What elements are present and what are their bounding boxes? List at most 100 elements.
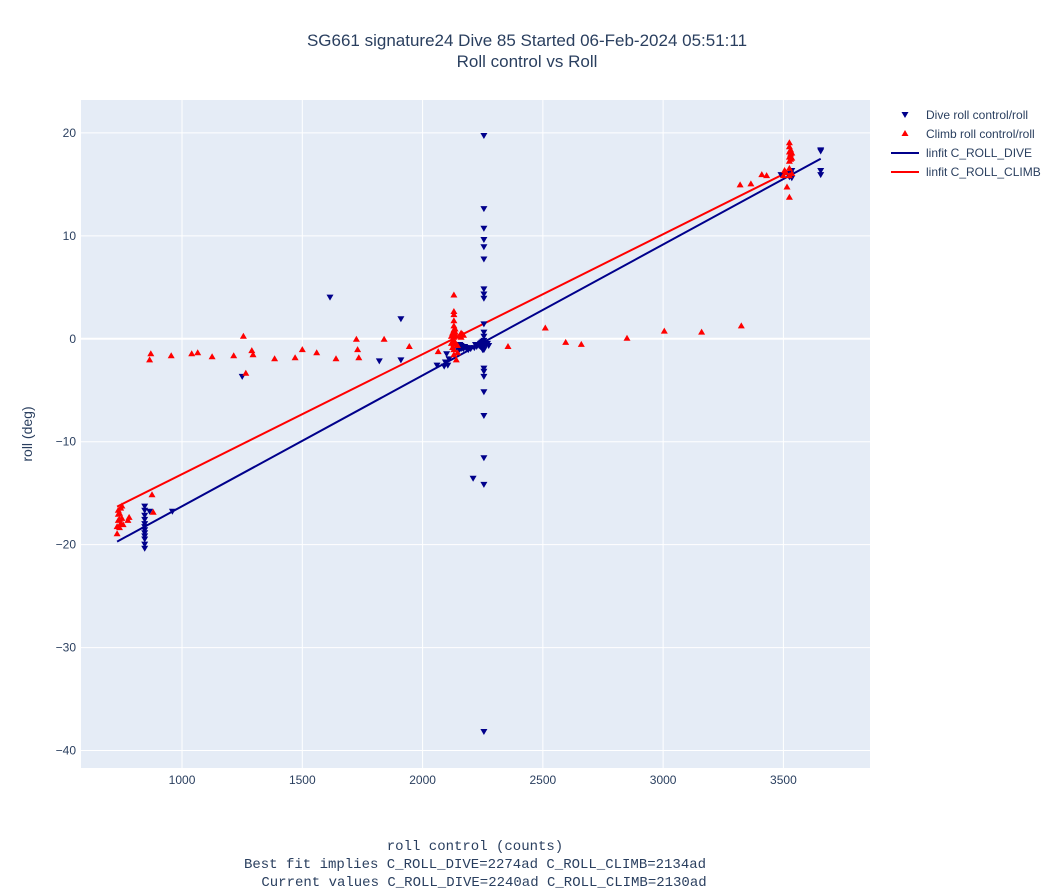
- y-tick-labels: 20 10 0 −10 −20 −30 −40: [56, 126, 77, 758]
- dive-data-point: [480, 291, 488, 298]
- x-tick-label: 3000: [650, 773, 677, 787]
- climb-data-point: [783, 183, 791, 190]
- dive-data-point: [480, 365, 488, 372]
- dive-data-point: [817, 168, 825, 174]
- climb-data-point: [188, 350, 196, 357]
- dive-data-point: [168, 508, 176, 515]
- climb-data-point: [736, 181, 744, 188]
- y-tick-label: 20: [63, 126, 77, 140]
- dive-data-point: [141, 524, 149, 531]
- climb-data-point: [782, 169, 790, 175]
- climb-data-point: [118, 502, 126, 509]
- climb-data-point: [504, 343, 512, 349]
- climb-data-point: [788, 170, 796, 177]
- dive-data-point: [141, 530, 149, 537]
- climb-data-point: [354, 346, 362, 353]
- dive-data-point: [141, 527, 149, 534]
- climb-data-point: [248, 347, 256, 354]
- climb-data-point: [541, 324, 549, 331]
- climb-data-point: [239, 332, 247, 339]
- legend-item-dive-markers[interactable]: Dive roll control/roll: [901, 108, 1029, 122]
- dive-data-point: [480, 481, 488, 488]
- legend-item-climb-markers[interactable]: Climb roll control/roll: [901, 127, 1035, 141]
- dive-data-point: [480, 329, 488, 336]
- climb-data-point: [562, 338, 570, 345]
- climb-data-point: [355, 354, 363, 361]
- dive-data-point: [141, 516, 149, 523]
- climb-data-point: [779, 172, 787, 179]
- dive-data-point: [480, 413, 488, 419]
- dive-data-point: [469, 475, 477, 482]
- dive-data-point: [141, 512, 149, 519]
- dive-data-point: [443, 351, 451, 358]
- x-axis-note-best-fit: Best fit implies C_ROLL_DIVE=2274ad C_RO…: [244, 857, 706, 873]
- climb-data-point: [298, 346, 306, 353]
- climb-data-point: [148, 491, 156, 498]
- y-tick-label: 10: [63, 229, 77, 243]
- dive-data-point: [445, 356, 453, 363]
- climb-data-point: [149, 508, 157, 515]
- climb-data-point: [623, 334, 631, 341]
- chart-title-line-2: Roll control vs Roll: [457, 52, 598, 71]
- dive-data-point: [397, 357, 405, 364]
- climb-data-point: [380, 335, 388, 342]
- dive-data-point: [480, 295, 488, 302]
- climb-data-point: [451, 325, 459, 332]
- dive-data-point: [141, 503, 149, 510]
- dive-data-point: [817, 148, 825, 155]
- climb-data-point: [405, 343, 413, 349]
- climb-data-point: [460, 331, 467, 338]
- climb-data-point: [119, 521, 127, 528]
- legend-swatch-dive-marker: [901, 112, 909, 118]
- legend: Dive roll control/roll Climb roll contro…: [891, 108, 1041, 179]
- legend-label-climb-fit: linfit C_ROLL_CLIMB: [926, 165, 1041, 179]
- climb-data-point: [242, 369, 250, 376]
- plot-background: [81, 100, 870, 768]
- climb-data-point: [313, 349, 321, 356]
- legend-item-dive-fit[interactable]: linfit C_ROLL_DIVE: [891, 146, 1032, 160]
- legend-label-climb-markers: Climb roll control/roll: [926, 127, 1035, 141]
- dive-data-point: [480, 729, 488, 735]
- climb-data-point: [788, 149, 796, 156]
- x-tick-label: 2000: [409, 773, 436, 787]
- y-tick-label: −20: [56, 538, 77, 552]
- climb-data-point: [434, 348, 442, 355]
- climb-data-point: [747, 180, 755, 187]
- legend-item-climb-fit[interactable]: linfit C_ROLL_CLIMB: [891, 165, 1041, 179]
- climb-data-point: [763, 172, 771, 179]
- climb-data-point: [450, 308, 458, 314]
- dive-data-point: [441, 359, 449, 366]
- dive-data-point: [817, 172, 825, 179]
- climb-data-point: [113, 530, 121, 537]
- climb-data-point: [116, 509, 123, 516]
- climb-data-point: [291, 354, 299, 361]
- grid-lines: [81, 100, 870, 768]
- y-axis-label: roll (deg): [19, 406, 35, 461]
- dive-data-point: [480, 206, 488, 213]
- dive-data-point: [485, 343, 493, 349]
- x-tick-labels: 1000 1500 2000 2500 3000 3500: [169, 773, 797, 787]
- climb-data-point: [450, 351, 458, 358]
- x-axis-label: roll control (counts): [387, 839, 563, 855]
- y-tick-label: −30: [56, 641, 77, 655]
- dive-data-point: [480, 133, 488, 139]
- climb-data-point: [118, 514, 126, 521]
- dive-data-point: [480, 333, 488, 340]
- climb-data-point: [116, 524, 123, 531]
- dive-data-point: [480, 373, 488, 380]
- dive-data-point: [480, 455, 488, 462]
- x-tick-label: 1500: [289, 773, 316, 787]
- climb-data-point: [147, 350, 155, 357]
- climb-data-point: [146, 356, 154, 363]
- climb-data-point: [208, 353, 216, 360]
- x-tick-label: 2500: [530, 773, 557, 787]
- climb-data-point: [167, 352, 175, 359]
- climb-data-point: [450, 346, 458, 353]
- dive-data-point: [141, 545, 149, 552]
- dive-data-point: [480, 286, 488, 293]
- climb-data-point: [454, 342, 461, 348]
- x-axis-note-current-values: Current values C_ROLL_DIVE=2240ad C_ROLL…: [261, 875, 706, 891]
- data-markers: [113, 133, 825, 735]
- dive-data-point: [480, 321, 488, 328]
- climb-data-point: [450, 317, 458, 324]
